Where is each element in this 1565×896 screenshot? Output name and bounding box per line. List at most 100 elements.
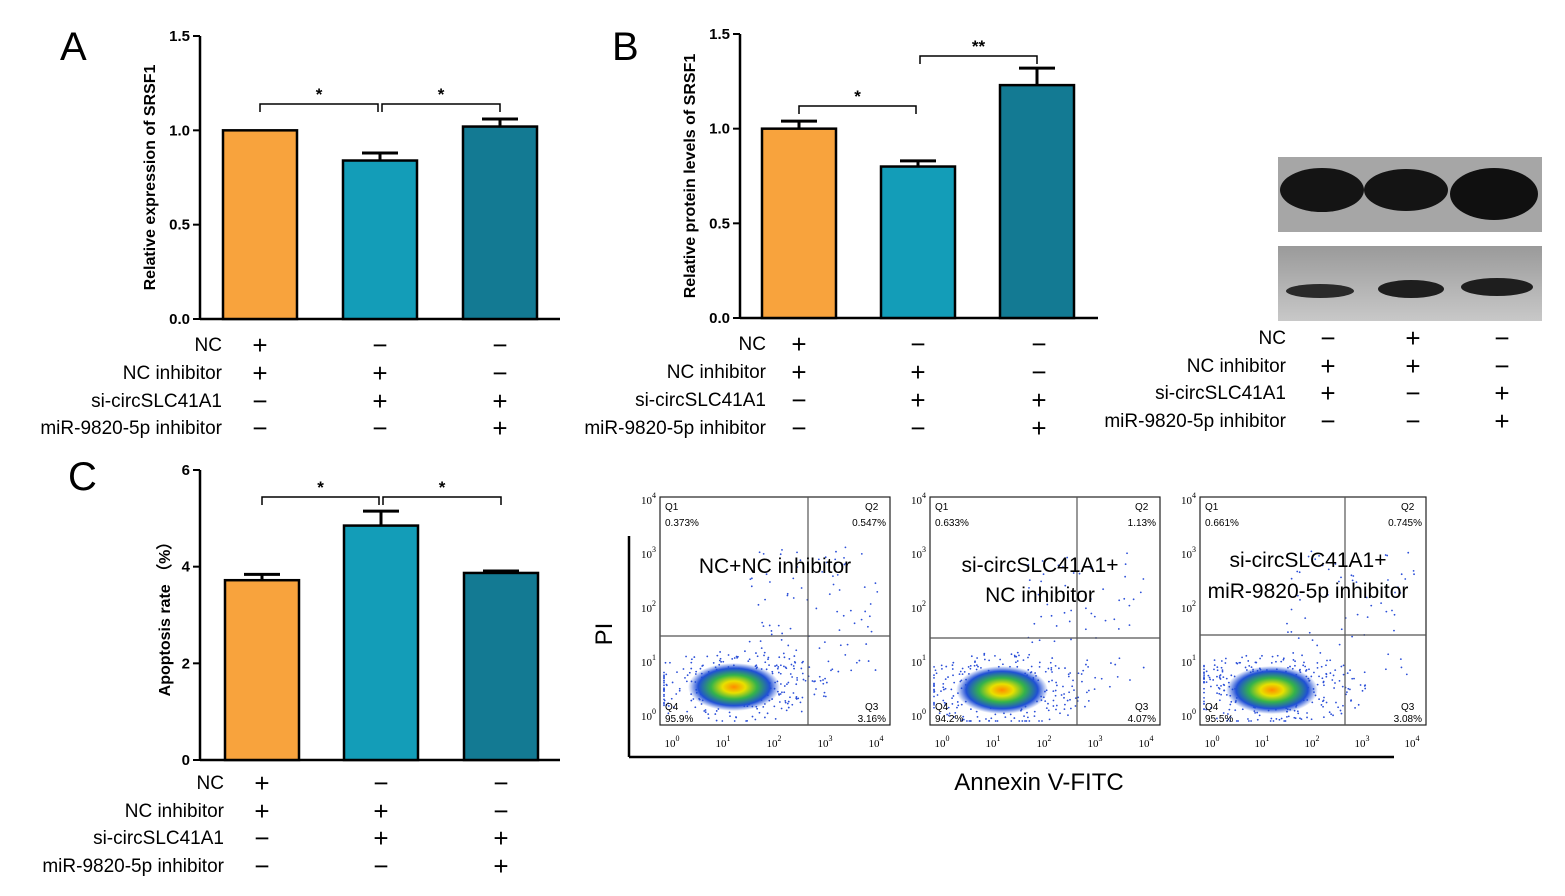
facs-dot [860,618,863,621]
facs-dot [933,682,935,685]
facs-dot [722,660,725,663]
facs-dot [771,670,774,673]
facs-dot [1038,661,1041,664]
facs-dot [759,640,762,643]
facs-dot [1226,719,1229,722]
chart-c-y-tick-label: 4 [182,559,191,576]
facs-dot [777,624,780,627]
facs-dot [1321,677,1324,680]
facs-dot [1063,708,1066,711]
facs-dot [1342,673,1345,676]
facs-dot [1102,588,1105,591]
facs-dot [1229,703,1232,706]
facs-dot [684,676,686,679]
facs-dot [796,677,798,679]
facs-dot [969,720,972,722]
facs-dot [720,660,722,663]
facs-dot [773,705,776,708]
facs-dot [1016,660,1019,662]
facs-dot [768,664,770,667]
facs-dot [1072,679,1074,682]
facs-dot [1306,716,1308,719]
facs-dot [1100,677,1103,680]
facs-q4-value: 94.2% [935,714,963,725]
facs-dot [1338,679,1341,682]
facs-y-tick-label: 104 [641,491,656,507]
facs-dot [1352,575,1355,577]
facs-dot [1021,720,1024,722]
facs-dot [983,654,986,656]
facs-dot [933,677,935,679]
facs-dot [1237,720,1240,722]
facs-dot [1033,710,1036,713]
facs-dot [669,661,671,664]
facs-dot [1321,700,1324,703]
blot-minus-sign: − [1405,378,1420,408]
chart-b-minus-sign: − [791,413,806,443]
facs-dot [870,630,873,633]
chart-b-significance-label: ** [972,37,986,56]
facs-dot [1028,579,1031,582]
facs-dot [832,575,834,578]
facs-x-tick-label: 101 [986,734,1001,750]
facs-dot [1400,666,1403,669]
facs-dot [1054,694,1057,697]
facs-dot [1334,563,1337,565]
facs-dot [1394,591,1396,594]
facs-dot [951,697,953,700]
facs-dot [667,705,670,707]
facs-dot [1207,674,1210,677]
facs-dot [1346,672,1349,675]
facs-dot [1316,662,1319,664]
facs-dot [973,664,976,667]
facs-plot-title: si-circSLC41A1+ [1230,549,1387,572]
facs-dot [1064,584,1067,587]
facs-dot [1314,558,1317,561]
blot-plus-sign: + [1320,378,1335,408]
facs-dot [1216,675,1218,678]
chart-c-plus-sign: + [373,823,388,853]
facs-dot [793,667,795,670]
facs-dot [1342,664,1345,667]
facs-dot [671,681,674,684]
facs-dot [1216,717,1218,720]
facs-q1-value: 0.373% [665,518,699,529]
facs-dot [1045,707,1048,710]
facs-dot [1247,660,1250,662]
facs-dot [1084,705,1086,708]
facs-dot [994,654,996,657]
facs-dot [933,684,935,687]
chart-a-significance-label: * [438,85,445,104]
facs-dot [1081,680,1083,683]
facs-dot [682,668,685,670]
facs-dot [941,667,943,670]
facs-dot [694,706,697,709]
facs-dot [1299,598,1301,601]
chart-b-condition-label: miR-9820-5p inhibitor [584,418,766,439]
facs-plot-title: si-circSLC41A1+ [962,554,1119,577]
facs-dot [1359,684,1362,686]
facs-dot [1320,704,1323,706]
blot-band [1450,168,1538,220]
facs-dot [780,639,783,641]
facs-dot [1311,639,1314,642]
facs-dot [1270,717,1273,720]
chart-b-condition-label: NC [739,334,766,355]
facs-dot [1397,586,1399,589]
facs-dot [1041,720,1043,722]
facs-dot [1118,599,1121,602]
facs-dot [1059,712,1061,715]
facs-dot [825,561,828,564]
facs-dot [825,681,828,684]
chart-b-bar [760,127,838,320]
facs-dot [1230,674,1233,677]
chart-a-bar [221,129,299,321]
facs-dot [1321,564,1324,567]
facs-dot [823,641,826,644]
facs-dot [1048,718,1051,721]
facs-dot [1301,654,1303,657]
facs-quadrant-name: Q2 [865,502,879,513]
facs-dot [779,553,782,556]
facs-dot [1316,644,1319,647]
facs-dot [780,707,783,710]
